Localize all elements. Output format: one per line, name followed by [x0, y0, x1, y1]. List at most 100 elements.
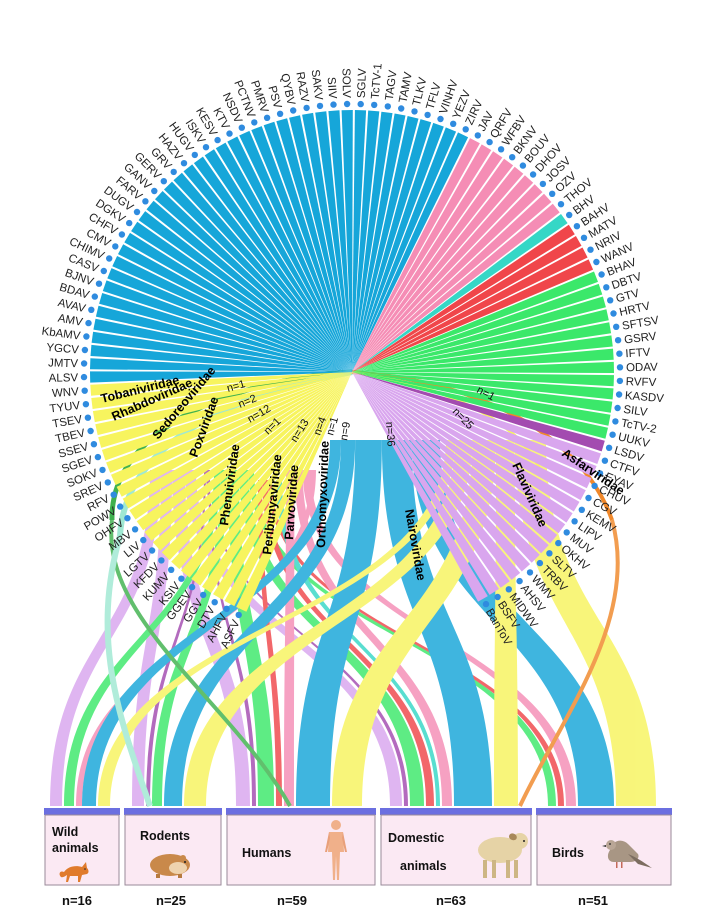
chord-TRBV [352, 372, 540, 563]
chord-JAV [352, 138, 480, 372]
chord-WMV [352, 372, 531, 572]
virus-dot [482, 600, 490, 608]
chord-OHFV [129, 372, 352, 520]
chord-MIDWV [352, 372, 510, 588]
family-count-orthomyxoviridae: n=9 [338, 421, 353, 441]
virus-dot [546, 550, 553, 557]
chord-RAZV [302, 112, 352, 373]
host-count-humans: n=59 [277, 893, 307, 908]
chord-PSV [276, 118, 352, 372]
virus-label: WNV [52, 386, 80, 400]
virus-dot [529, 171, 537, 178]
virus-label: JMTV [48, 357, 79, 370]
chord-MBV [136, 372, 352, 531]
virus-dot [605, 444, 613, 451]
chord-ODAV [352, 361, 614, 373]
chord-RFV [116, 372, 352, 497]
virus-dot [118, 231, 126, 238]
virus-dots [80, 100, 624, 619]
virus-dot [168, 566, 175, 573]
chord-CMV [118, 244, 352, 372]
virus-dot [601, 457, 609, 464]
host-count-domestic-animals: n=63 [436, 893, 466, 908]
chord-NRIV [352, 247, 588, 372]
virus-dot [124, 515, 131, 522]
flow-flaviviridae-wild [98, 440, 456, 806]
chord-TYUV [91, 372, 353, 409]
chord-TAGV [352, 111, 393, 372]
virus-label: RAZV [293, 71, 310, 104]
chord-AHFV [224, 372, 352, 607]
chord-LIV [144, 372, 352, 541]
chord-KSIV [181, 372, 352, 578]
chord-TAMV [352, 113, 406, 372]
virus-dot [80, 373, 88, 381]
virus-dot [411, 108, 418, 115]
virus-dot [251, 119, 258, 126]
virus-dot [613, 323, 620, 330]
host-label: Domestic [388, 831, 444, 845]
virus-dot [142, 198, 149, 205]
chord-DBTV [352, 283, 603, 372]
virus-dot [450, 120, 457, 128]
flow-nairoviridae-wild [82, 440, 341, 806]
virus-dot [571, 518, 578, 525]
virus-dot [83, 333, 90, 340]
family-count-parvoviridae: n=1 [324, 416, 341, 437]
chord-SLTV [352, 372, 549, 554]
chord-ALSV [90, 371, 352, 383]
virus-dot [516, 577, 523, 585]
flow-poxviridae-humans [208, 470, 256, 806]
virus-dot [598, 271, 605, 278]
chord-LGTV [152, 372, 352, 551]
virus-dot [158, 557, 165, 564]
chord-SREV [111, 372, 352, 485]
chord-HRTV [352, 309, 609, 372]
virus-label: SIIV [325, 77, 339, 100]
chord-JMTV [90, 358, 352, 372]
chord-KTV [227, 136, 352, 372]
chord-BSFV [352, 372, 499, 595]
virus-dot [88, 306, 95, 313]
virus-dot [593, 258, 600, 266]
host-count-wild-animals: n=16 [62, 893, 92, 908]
virus-dot [616, 364, 624, 371]
chord-FARV [146, 200, 352, 372]
virus-label: IFTV [625, 347, 651, 361]
chord-BHAV [352, 271, 598, 372]
chord-SILV [352, 372, 613, 413]
flow-sedoreoviridae-rodents [132, 470, 173, 806]
virus-dot [557, 201, 565, 208]
chord-CASV [107, 268, 352, 372]
virus-dot [90, 441, 98, 448]
virus-dot [82, 401, 90, 408]
chord-SGLV [352, 110, 367, 372]
virus-dot [303, 104, 310, 112]
chord-TLKV [352, 116, 419, 372]
chord-PCTNV [251, 126, 352, 372]
virus-dot [95, 280, 103, 287]
host-wild-animals: Wild animals [44, 808, 120, 886]
virus-dot [509, 154, 516, 161]
virus-dot [99, 466, 106, 474]
fox-icon [59, 862, 89, 882]
chord-BHV [352, 214, 568, 372]
virus-dot [549, 190, 556, 197]
host-humans: Humans [226, 808, 376, 886]
chord-TSEV [92, 372, 353, 423]
virus-label: TcTV-1 [370, 63, 385, 100]
host-label-line2: animals [52, 841, 99, 855]
family-count-nairoviridae: n=36 [383, 421, 397, 447]
virus-dot [84, 414, 92, 421]
chord-KESV [215, 142, 352, 372]
chord-SOLV [341, 110, 353, 372]
chord-UUKV [352, 372, 608, 439]
virus-dot [104, 479, 112, 486]
virus-dot [573, 223, 581, 230]
chord-GANV [155, 191, 352, 372]
virus-dot [140, 536, 147, 544]
virus-dot [566, 211, 573, 219]
chord-BAHV [352, 224, 575, 372]
virus-dot [526, 569, 534, 576]
virus-dot [519, 162, 527, 169]
